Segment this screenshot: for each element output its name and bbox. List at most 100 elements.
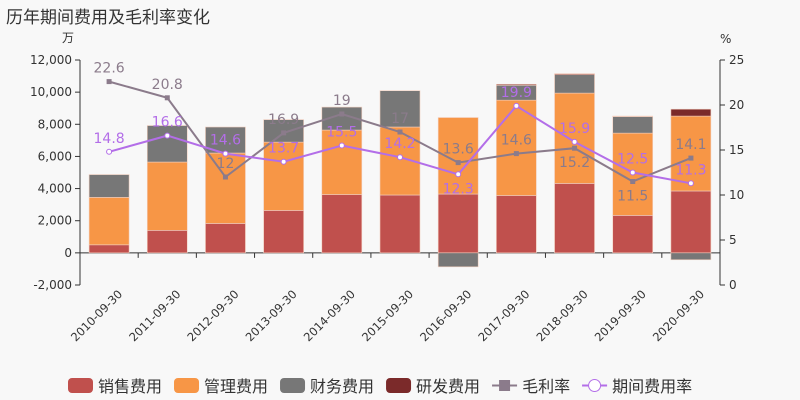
bar-管理费用 [263, 141, 304, 211]
bar-财务费用 [88, 174, 130, 198]
data-label: 13.6 [443, 142, 474, 158]
point-毛利率 [106, 79, 112, 85]
point-期间费用率 [397, 154, 403, 161]
data-label: 12 [217, 156, 235, 172]
legend-marker [499, 380, 511, 391]
point-期间费用率 [280, 158, 287, 165]
x-tick-label: 2013-09-30 [243, 287, 300, 344]
legend-swatch [280, 378, 306, 393]
left-tick-label: 12,000 [30, 53, 72, 67]
left-tick-label: 2,000 [38, 214, 72, 228]
point-毛利率 [222, 174, 228, 180]
left-tick-label: -2,000 [33, 278, 72, 292]
bar-管理费用 [496, 99, 537, 196]
legend-swatch [174, 378, 200, 393]
bar-管理费用 [554, 92, 595, 184]
bar-研发费用 [670, 108, 712, 117]
bar-管理费用 [88, 197, 130, 246]
x-tick-label: 2017-09-30 [475, 287, 532, 344]
left-tick-label: 10,000 [30, 85, 72, 99]
bar-财务费用 [437, 252, 479, 268]
x-tick-label: 2016-09-30 [417, 287, 474, 344]
bar-财务费用 [554, 74, 595, 94]
x-tick-label: 2012-09-30 [184, 287, 241, 344]
bar-销售费用 [554, 183, 595, 254]
point-毛利率 [688, 155, 694, 161]
x-tick-label: 2010-09-30 [68, 287, 125, 344]
right-tick-label: 0 [729, 278, 737, 292]
data-label: 12.5 [617, 152, 648, 168]
data-label: 14.6 [210, 133, 241, 149]
legend-label[interactable]: 期间费用率 [612, 377, 692, 396]
point-毛利率 [630, 179, 636, 184]
x-tick-label: 2011-09-30 [126, 287, 183, 344]
bar-研发费用 [496, 83, 537, 86]
bar-财务费用 [612, 116, 654, 134]
data-label: 11.5 [617, 189, 648, 205]
data-label: 14.1 [675, 137, 706, 153]
legend-label[interactable]: 研发费用 [416, 377, 480, 396]
data-label: 13.7 [268, 141, 299, 157]
data-label: 20.8 [152, 77, 183, 93]
bar-销售费用 [670, 190, 712, 254]
point-毛利率 [513, 151, 519, 157]
right-tick-label: 15 [729, 143, 744, 157]
data-label: 15.2 [559, 155, 590, 171]
point-期间费用率 [338, 142, 345, 149]
point-毛利率 [572, 145, 578, 151]
data-label: 16.9 [268, 112, 299, 128]
bar-管理费用 [321, 129, 363, 195]
left-tick-label: 8,000 [38, 117, 72, 131]
legend-label[interactable]: 毛利率 [522, 377, 570, 396]
data-label: 15.9 [559, 121, 590, 137]
point-期间费用率 [571, 138, 578, 145]
data-label: 17 [391, 111, 409, 127]
right-tick-label: 25 [729, 53, 744, 67]
bar-销售费用 [146, 230, 188, 254]
bar-销售费用 [496, 195, 537, 254]
point-毛利率 [397, 129, 403, 135]
bar-研发费用 [554, 73, 595, 75]
left-tick-label: 0 [64, 246, 72, 260]
bar-销售费用 [379, 194, 421, 254]
data-label: 15.5 [326, 125, 357, 141]
point-毛利率 [339, 111, 345, 117]
left-tick-label: 4,000 [38, 182, 72, 196]
x-tick-label: 2018-09-30 [534, 287, 591, 344]
bar-销售费用 [612, 215, 654, 254]
right-axis-unit: % [720, 32, 731, 46]
point-期间费用率 [164, 132, 171, 139]
right-tick-label: 5 [729, 233, 737, 247]
left-axis-unit: 万 [62, 31, 74, 45]
data-label: 11.3 [675, 162, 706, 178]
bar-财务费用 [670, 252, 712, 261]
data-label: 14.6 [501, 133, 532, 149]
data-label: 14.8 [94, 131, 125, 147]
bar-销售费用 [321, 194, 363, 254]
x-tick-label: 2019-09-30 [592, 287, 649, 344]
legend-swatch [68, 378, 93, 393]
data-label: 16.6 [152, 115, 183, 131]
data-label: 19.9 [501, 85, 532, 101]
right-tick-label: 20 [729, 98, 744, 112]
bar-销售费用 [88, 244, 130, 254]
x-tick-label: 2015-09-30 [359, 287, 416, 344]
data-label: 22.6 [94, 61, 125, 77]
point-期间费用率 [106, 148, 113, 155]
data-label: 19 [333, 93, 351, 109]
bar-销售费用 [205, 223, 246, 254]
x-tick-label: 2020-09-30 [650, 287, 707, 344]
point-期间费用率 [222, 150, 229, 157]
legend-label[interactable]: 管理费用 [204, 377, 268, 396]
chart-title: 历年期间费用及毛利率变化 [6, 8, 210, 28]
bar-管理费用 [146, 161, 188, 231]
legend-marker [588, 379, 602, 392]
legend-label[interactable]: 财务费用 [310, 377, 374, 396]
legend-label[interactable]: 销售费用 [98, 377, 162, 396]
x-tick-label: 2014-09-30 [301, 287, 358, 344]
legend-swatch [386, 378, 412, 393]
bar-财务费用 [146, 125, 188, 163]
data-label: 12.3 [443, 181, 474, 197]
